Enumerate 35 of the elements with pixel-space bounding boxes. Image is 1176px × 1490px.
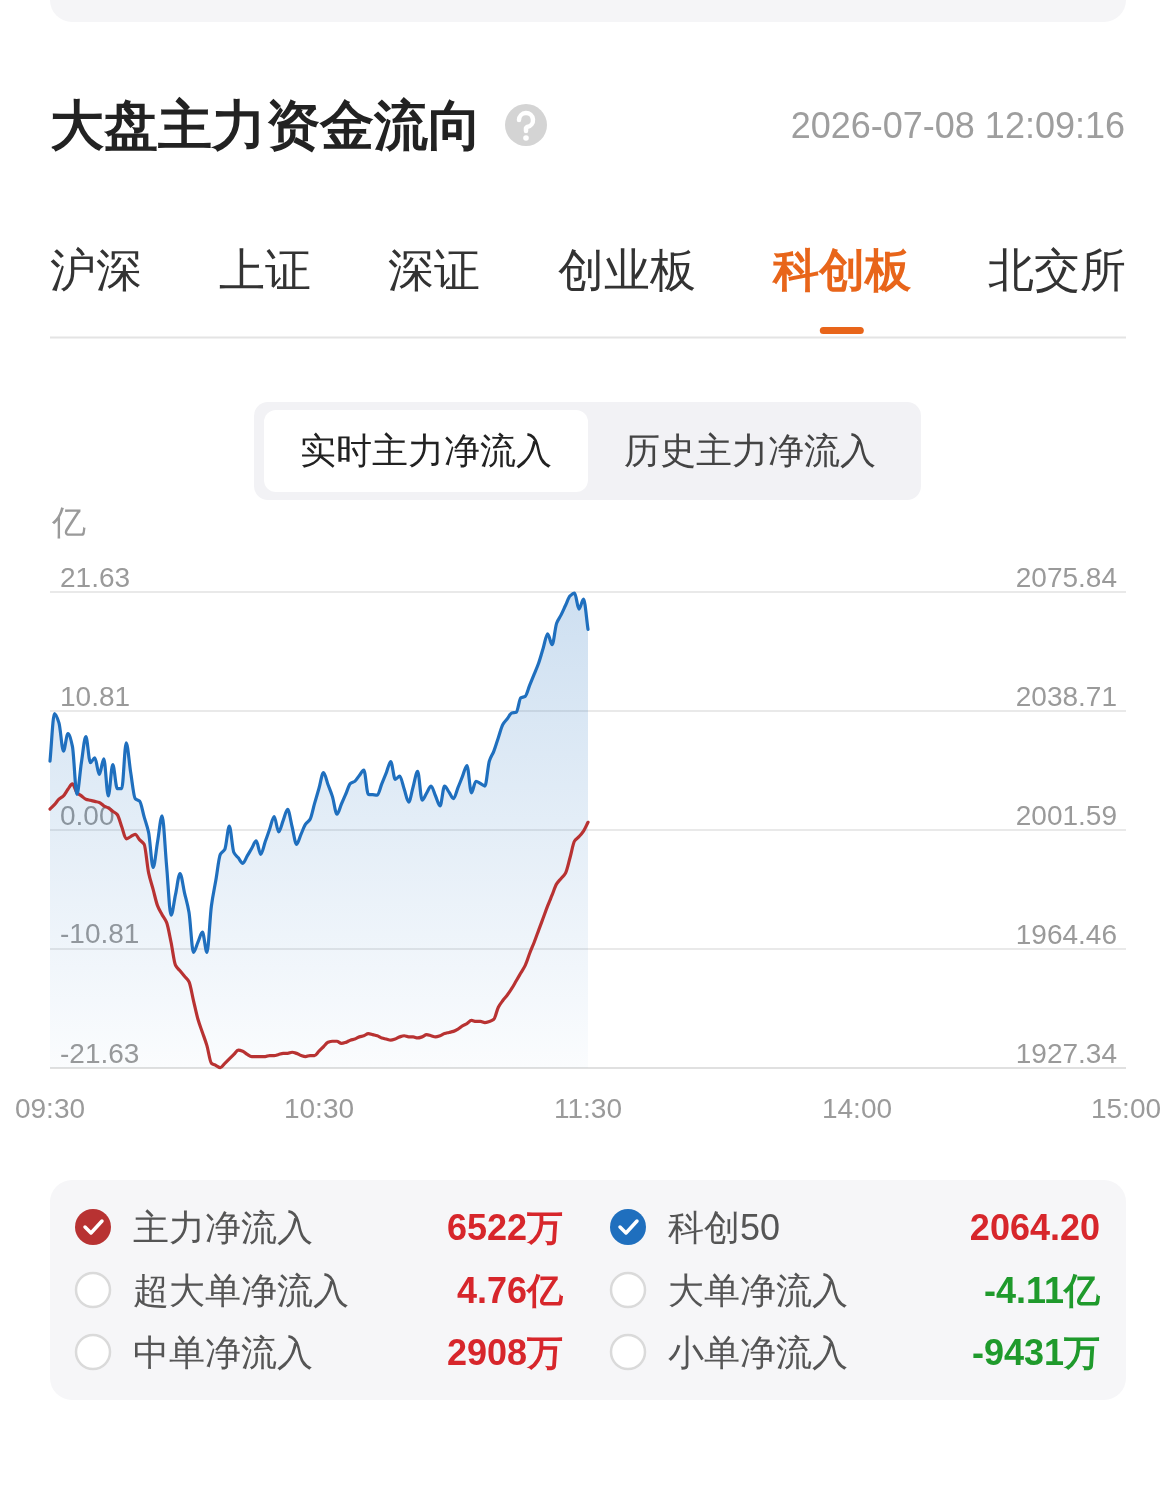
x-tick-label: 15:00 (1090, 1092, 1162, 1124)
chart-subtitle: 2026-07-08 12:09:16 (790, 104, 1125, 146)
text: 超大单净流入 (133, 1269, 349, 1311)
text: -4.11亿 (983, 1269, 1101, 1311)
y2-tick-label: 2038.71 (1015, 680, 1117, 712)
y2-tick-label: 1964.46 (1015, 918, 1117, 950)
text: 2064.20 (969, 1206, 1100, 1248)
text: 2908万 (446, 1331, 563, 1373)
text: 深证 (388, 244, 481, 296)
y-tick-label: -21.63 (60, 1037, 140, 1069)
y2-tick-label: 2001.59 (1015, 799, 1117, 831)
text: 历史主力净流入 (624, 429, 876, 471)
x-tick-label: 09:30 (14, 1092, 86, 1124)
text: 科创板 (770, 244, 912, 296)
text: 小单净流入 (668, 1331, 848, 1373)
x-tick-label: 10:30 (283, 1092, 355, 1124)
x-tick-label: 11:30 (554, 1092, 622, 1124)
y2-tick-label: 1927.34 (1015, 1037, 1117, 1069)
text: 大单净流入 (668, 1269, 848, 1311)
y-tick-label: -10.81 (60, 918, 140, 950)
x-tick-label: 14:00 (821, 1092, 893, 1124)
text: 6522万 (446, 1206, 563, 1248)
y-axis-title: 亿 (51, 503, 86, 541)
chart-title: 大盘主力资金流向 (50, 95, 482, 155)
text: -9431万 (971, 1331, 1100, 1373)
y-tick-label: 10.81 (60, 680, 131, 712)
text: 4.76亿 (456, 1269, 564, 1311)
text: 上证 (219, 244, 312, 296)
y2-tick-label: 2075.84 (1015, 561, 1117, 593)
text: 北交所 (988, 244, 1126, 296)
text: 实时主力净流入 (300, 429, 552, 471)
y-tick-label: 21.63 (60, 561, 131, 593)
text: 中单净流入 (133, 1331, 313, 1373)
text: 沪深 (50, 244, 142, 296)
text: 创业板 (557, 244, 696, 296)
